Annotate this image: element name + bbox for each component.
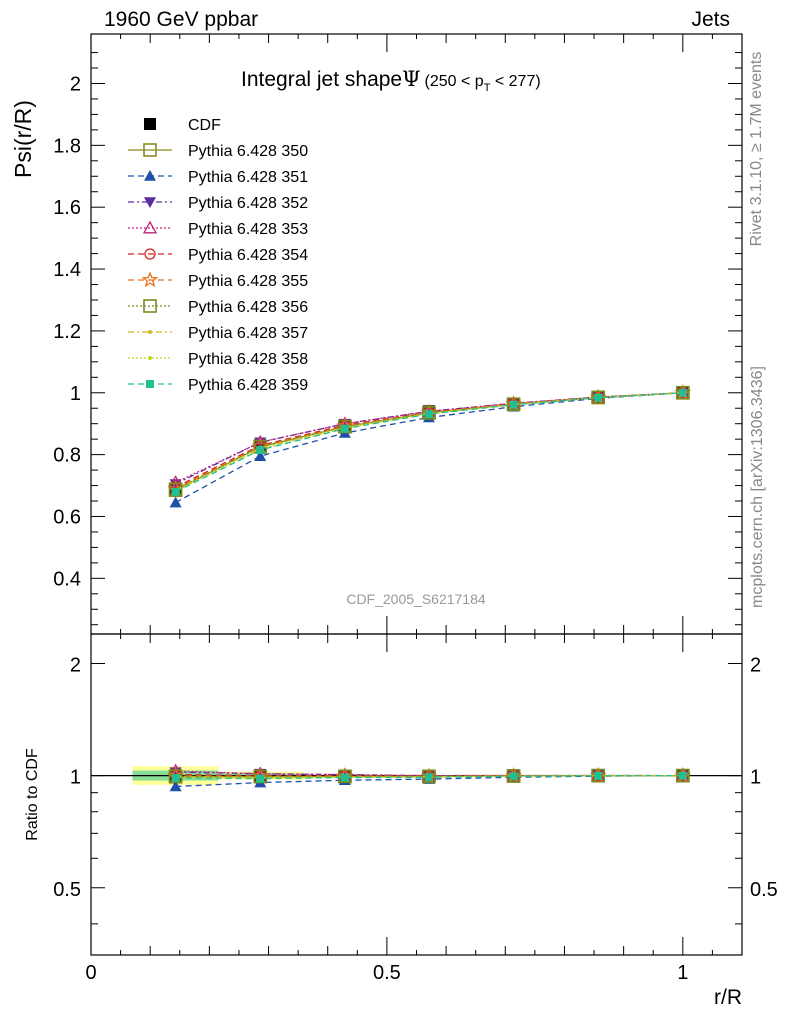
x-tick-label: 0.5 bbox=[373, 962, 401, 984]
y-tick-label-main: 0.8 bbox=[53, 445, 81, 467]
legend-marker bbox=[148, 356, 152, 360]
y-tick-label-ratio: 1 bbox=[70, 767, 81, 789]
chart-title: Integral jet shapeΨ (250 < pT < 277) bbox=[241, 67, 541, 94]
ratio-point bbox=[256, 774, 265, 783]
ratio-plot-frame bbox=[90, 633, 743, 956]
ratio-point bbox=[338, 769, 352, 784]
legend-label: Pythia 6.428 357 bbox=[188, 325, 308, 342]
data-point bbox=[509, 400, 518, 409]
data-point bbox=[169, 496, 182, 508]
data-point bbox=[168, 475, 183, 488]
y-tick-label-main: 2 bbox=[70, 73, 81, 95]
ratio-point bbox=[509, 772, 518, 781]
header-right: Jets bbox=[691, 8, 730, 31]
data-point bbox=[254, 450, 267, 461]
y-tick-label-main: 1.2 bbox=[53, 321, 81, 343]
legend-marker bbox=[144, 170, 156, 181]
legend-marker bbox=[144, 197, 156, 208]
legend-label: Pythia 6.428 351 bbox=[188, 169, 308, 186]
legend-label: CDF bbox=[188, 117, 221, 134]
analysis-watermark: CDF_2005_S6217184 bbox=[346, 591, 486, 607]
data-point bbox=[594, 393, 603, 402]
header-left: 1960 GeV ppbar bbox=[104, 8, 259, 31]
legend-label: Pythia 6.428 359 bbox=[188, 377, 308, 394]
ratio-point bbox=[171, 773, 180, 782]
legend-label: Pythia 6.428 350 bbox=[188, 143, 308, 160]
series-line-5 bbox=[175, 392, 683, 488]
ratio-point bbox=[594, 771, 603, 780]
data-point bbox=[340, 424, 349, 433]
y-tick-label-main: 1.4 bbox=[53, 259, 81, 281]
legend-marker bbox=[141, 271, 159, 288]
x-axis-label: r/R bbox=[714, 986, 742, 1009]
ratio-point bbox=[678, 771, 687, 780]
data-point bbox=[506, 397, 521, 412]
data-point bbox=[256, 445, 265, 454]
ratio-point bbox=[168, 769, 183, 783]
legend-label: Pythia 6.428 354 bbox=[188, 247, 308, 264]
legend-marker bbox=[144, 248, 156, 260]
y-tick-label-main: 0.6 bbox=[53, 506, 81, 528]
x-tick-label: 0 bbox=[85, 962, 96, 984]
legend-label: Pythia 6.428 352 bbox=[188, 195, 308, 212]
y-tick-label-ratio-right: 2 bbox=[750, 654, 761, 676]
y-tick-label-main: 1 bbox=[70, 383, 81, 405]
legend-label: Pythia 6.428 353 bbox=[188, 221, 308, 238]
legend-label: Pythia 6.428 355 bbox=[188, 273, 308, 290]
data-point bbox=[678, 388, 687, 397]
y-tick-label-ratio: 0.5 bbox=[53, 879, 81, 901]
legend-marker bbox=[144, 118, 156, 130]
legend-label: Pythia 6.428 356 bbox=[188, 299, 308, 316]
legend-marker bbox=[146, 380, 154, 388]
y-tick-label-ratio-right: 0.5 bbox=[750, 879, 778, 901]
data-point bbox=[424, 410, 433, 419]
y-tick-label-ratio: 2 bbox=[70, 654, 81, 676]
legend-marker bbox=[143, 143, 157, 157]
y-tick-label-main: 1.6 bbox=[53, 197, 81, 219]
x-tick-label: 1 bbox=[677, 962, 688, 984]
ratio-point bbox=[424, 773, 433, 782]
ratio-point bbox=[169, 780, 182, 792]
ratio-point bbox=[340, 773, 349, 782]
y-axis-label-ratio: Ratio to CDF bbox=[24, 748, 41, 841]
y-tick-label-main: 0.4 bbox=[53, 568, 81, 590]
legend-marker bbox=[148, 330, 152, 334]
legend-marker bbox=[142, 220, 158, 234]
y-tick-label-ratio-right: 1 bbox=[750, 767, 761, 789]
legend-marker bbox=[143, 299, 157, 313]
legend-label: Pythia 6.428 358 bbox=[188, 351, 308, 368]
y-tick-label-main: 1.8 bbox=[53, 135, 81, 157]
data-point bbox=[171, 487, 180, 496]
